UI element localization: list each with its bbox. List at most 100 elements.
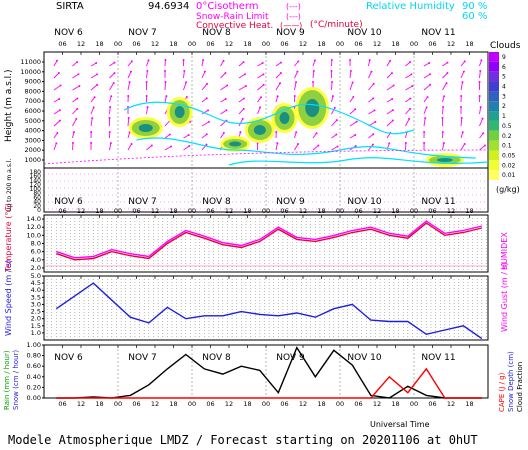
- wind-arrow: [460, 132, 464, 139]
- colorbar-tick: 0.02: [502, 162, 516, 169]
- wind-arrow-head: [207, 120, 210, 123]
- hour-tick-bottom: 18: [169, 400, 177, 408]
- wind-arrow-head: [259, 106, 262, 109]
- hour-tick-bottom: 00: [262, 400, 270, 408]
- wind-arrow-head: [165, 95, 168, 98]
- temperature-line: [56, 222, 482, 261]
- cape-line: [56, 367, 482, 399]
- wind-tick: 3.5: [31, 293, 41, 301]
- xaxis-label: Universal Time: [370, 420, 430, 429]
- wind-arrow: [201, 121, 210, 127]
- wind-arrow-head: [225, 109, 228, 112]
- wind-arrow-head: [330, 70, 333, 72]
- hour-tick-mid: 18: [95, 207, 103, 215]
- wind-arrow: [368, 110, 375, 115]
- wind-arrow-head: [276, 142, 279, 145]
- wind-arrow: [53, 72, 60, 79]
- wind-arrow-head: [428, 61, 431, 64]
- wind-arrow-head: [355, 120, 358, 123]
- wind-arrow-head: [112, 82, 115, 85]
- wind-arrow: [368, 83, 374, 91]
- wind-arrow: [331, 119, 338, 127]
- hour-tick-top: 00: [410, 40, 418, 48]
- wind-arrow-head: [317, 144, 320, 147]
- colorbar-swatch: [489, 140, 499, 151]
- wind-arrow: [53, 132, 58, 139]
- wind-arrow: [405, 108, 411, 115]
- wind-arrow-head: [127, 95, 130, 98]
- wind-arrow-head: [72, 131, 75, 134]
- hour-tick-top: 00: [188, 40, 196, 48]
- wind-arrow: [405, 118, 410, 127]
- wind-arrow-head: [108, 117, 111, 120]
- wind-arrow: [479, 118, 483, 127]
- wind-arrow-head: [77, 73, 80, 76]
- colorbar-title: Clouds: [490, 41, 521, 51]
- lowheight-tick: 40: [33, 199, 41, 206]
- colorbar-tick: 1: [502, 113, 506, 120]
- wind-arrow: [331, 107, 336, 115]
- cloud-fraction-line: [56, 346, 482, 399]
- wind-arrow-head: [463, 60, 466, 63]
- height-tick: 10000: [20, 68, 41, 76]
- temperature-panel: [43, 214, 489, 273]
- wind-arrow-head: [335, 119, 338, 122]
- wind-arrow-head: [78, 84, 81, 87]
- rh-contour: [136, 137, 476, 159]
- day-label-mid: NOV 9: [276, 197, 305, 207]
- wind-arrow: [53, 85, 61, 91]
- wind-tick: 1.5: [31, 322, 41, 330]
- wind-arrow-head: [333, 106, 336, 109]
- colorbar-unit: (g/kg): [496, 185, 520, 194]
- wind-arrow-head: [445, 82, 448, 85]
- wind-arrow-head: [130, 142, 133, 145]
- wind-arrow: [423, 84, 431, 91]
- wind-arrow-head: [423, 131, 426, 134]
- wind-arrow-head: [164, 81, 167, 84]
- wind-arrow-head: [222, 132, 225, 135]
- hour-tick-top: 00: [262, 40, 270, 48]
- wind-arrow-head: [90, 131, 93, 134]
- convective-legend-line: (——): [280, 21, 303, 30]
- wind-arrow-head: [205, 133, 208, 136]
- hour-tick-mid: 06: [132, 207, 140, 215]
- wind-arrow: [90, 96, 95, 103]
- colorbar-swatch: [489, 120, 499, 131]
- snow-rain-legend: Snow-Rain Limit: [196, 12, 269, 22]
- isotherm-line: [43, 149, 489, 165]
- colorbar-tick: 6: [502, 64, 506, 71]
- wind-tick: 2.5: [31, 308, 41, 316]
- snowdepth-axis-label: Snow Depth (cm): [507, 351, 515, 412]
- snow-axis-label: Snow (cm / hour): [12, 349, 20, 410]
- footer-caption: Modele Atmospherique LMDZ / Forecast sta…: [8, 433, 478, 447]
- wind-arrow-head: [185, 95, 188, 98]
- hour-tick-mid: 00: [336, 207, 344, 215]
- wind-arrow-head: [187, 133, 190, 136]
- wind-arrow-head: [478, 95, 481, 98]
- wind-arrow-head: [404, 142, 407, 145]
- day-label-top: NOV 6: [54, 28, 83, 38]
- wind-arrow-head: [129, 70, 132, 73]
- wind-arrow: [386, 85, 394, 91]
- wind-arrow-head: [90, 142, 93, 145]
- wind-arrow-head: [336, 145, 339, 148]
- wind-arrow: [146, 70, 148, 79]
- height-tick: 8000: [24, 87, 41, 95]
- wind-arrow: [442, 82, 447, 91]
- wind-arrow: [349, 121, 357, 127]
- hour-tick-top: 12: [299, 40, 307, 48]
- wind-arrow-head: [168, 133, 171, 136]
- hour-tick-top: 12: [151, 40, 159, 48]
- day-label-mid: NOV 11: [421, 197, 455, 207]
- wind-arrow-head: [335, 133, 338, 136]
- wind-arrow: [201, 97, 207, 103]
- wind-arrow-head: [58, 109, 61, 112]
- wind-arrow: [257, 96, 262, 103]
- cloud-blob: [229, 141, 242, 147]
- colorbar-swatch: [489, 101, 499, 112]
- wind-arrow: [257, 73, 264, 79]
- colorbar-tick: 0.2: [502, 133, 512, 140]
- rh-60: 60 %: [462, 11, 488, 22]
- wind-arrow-head: [242, 61, 245, 64]
